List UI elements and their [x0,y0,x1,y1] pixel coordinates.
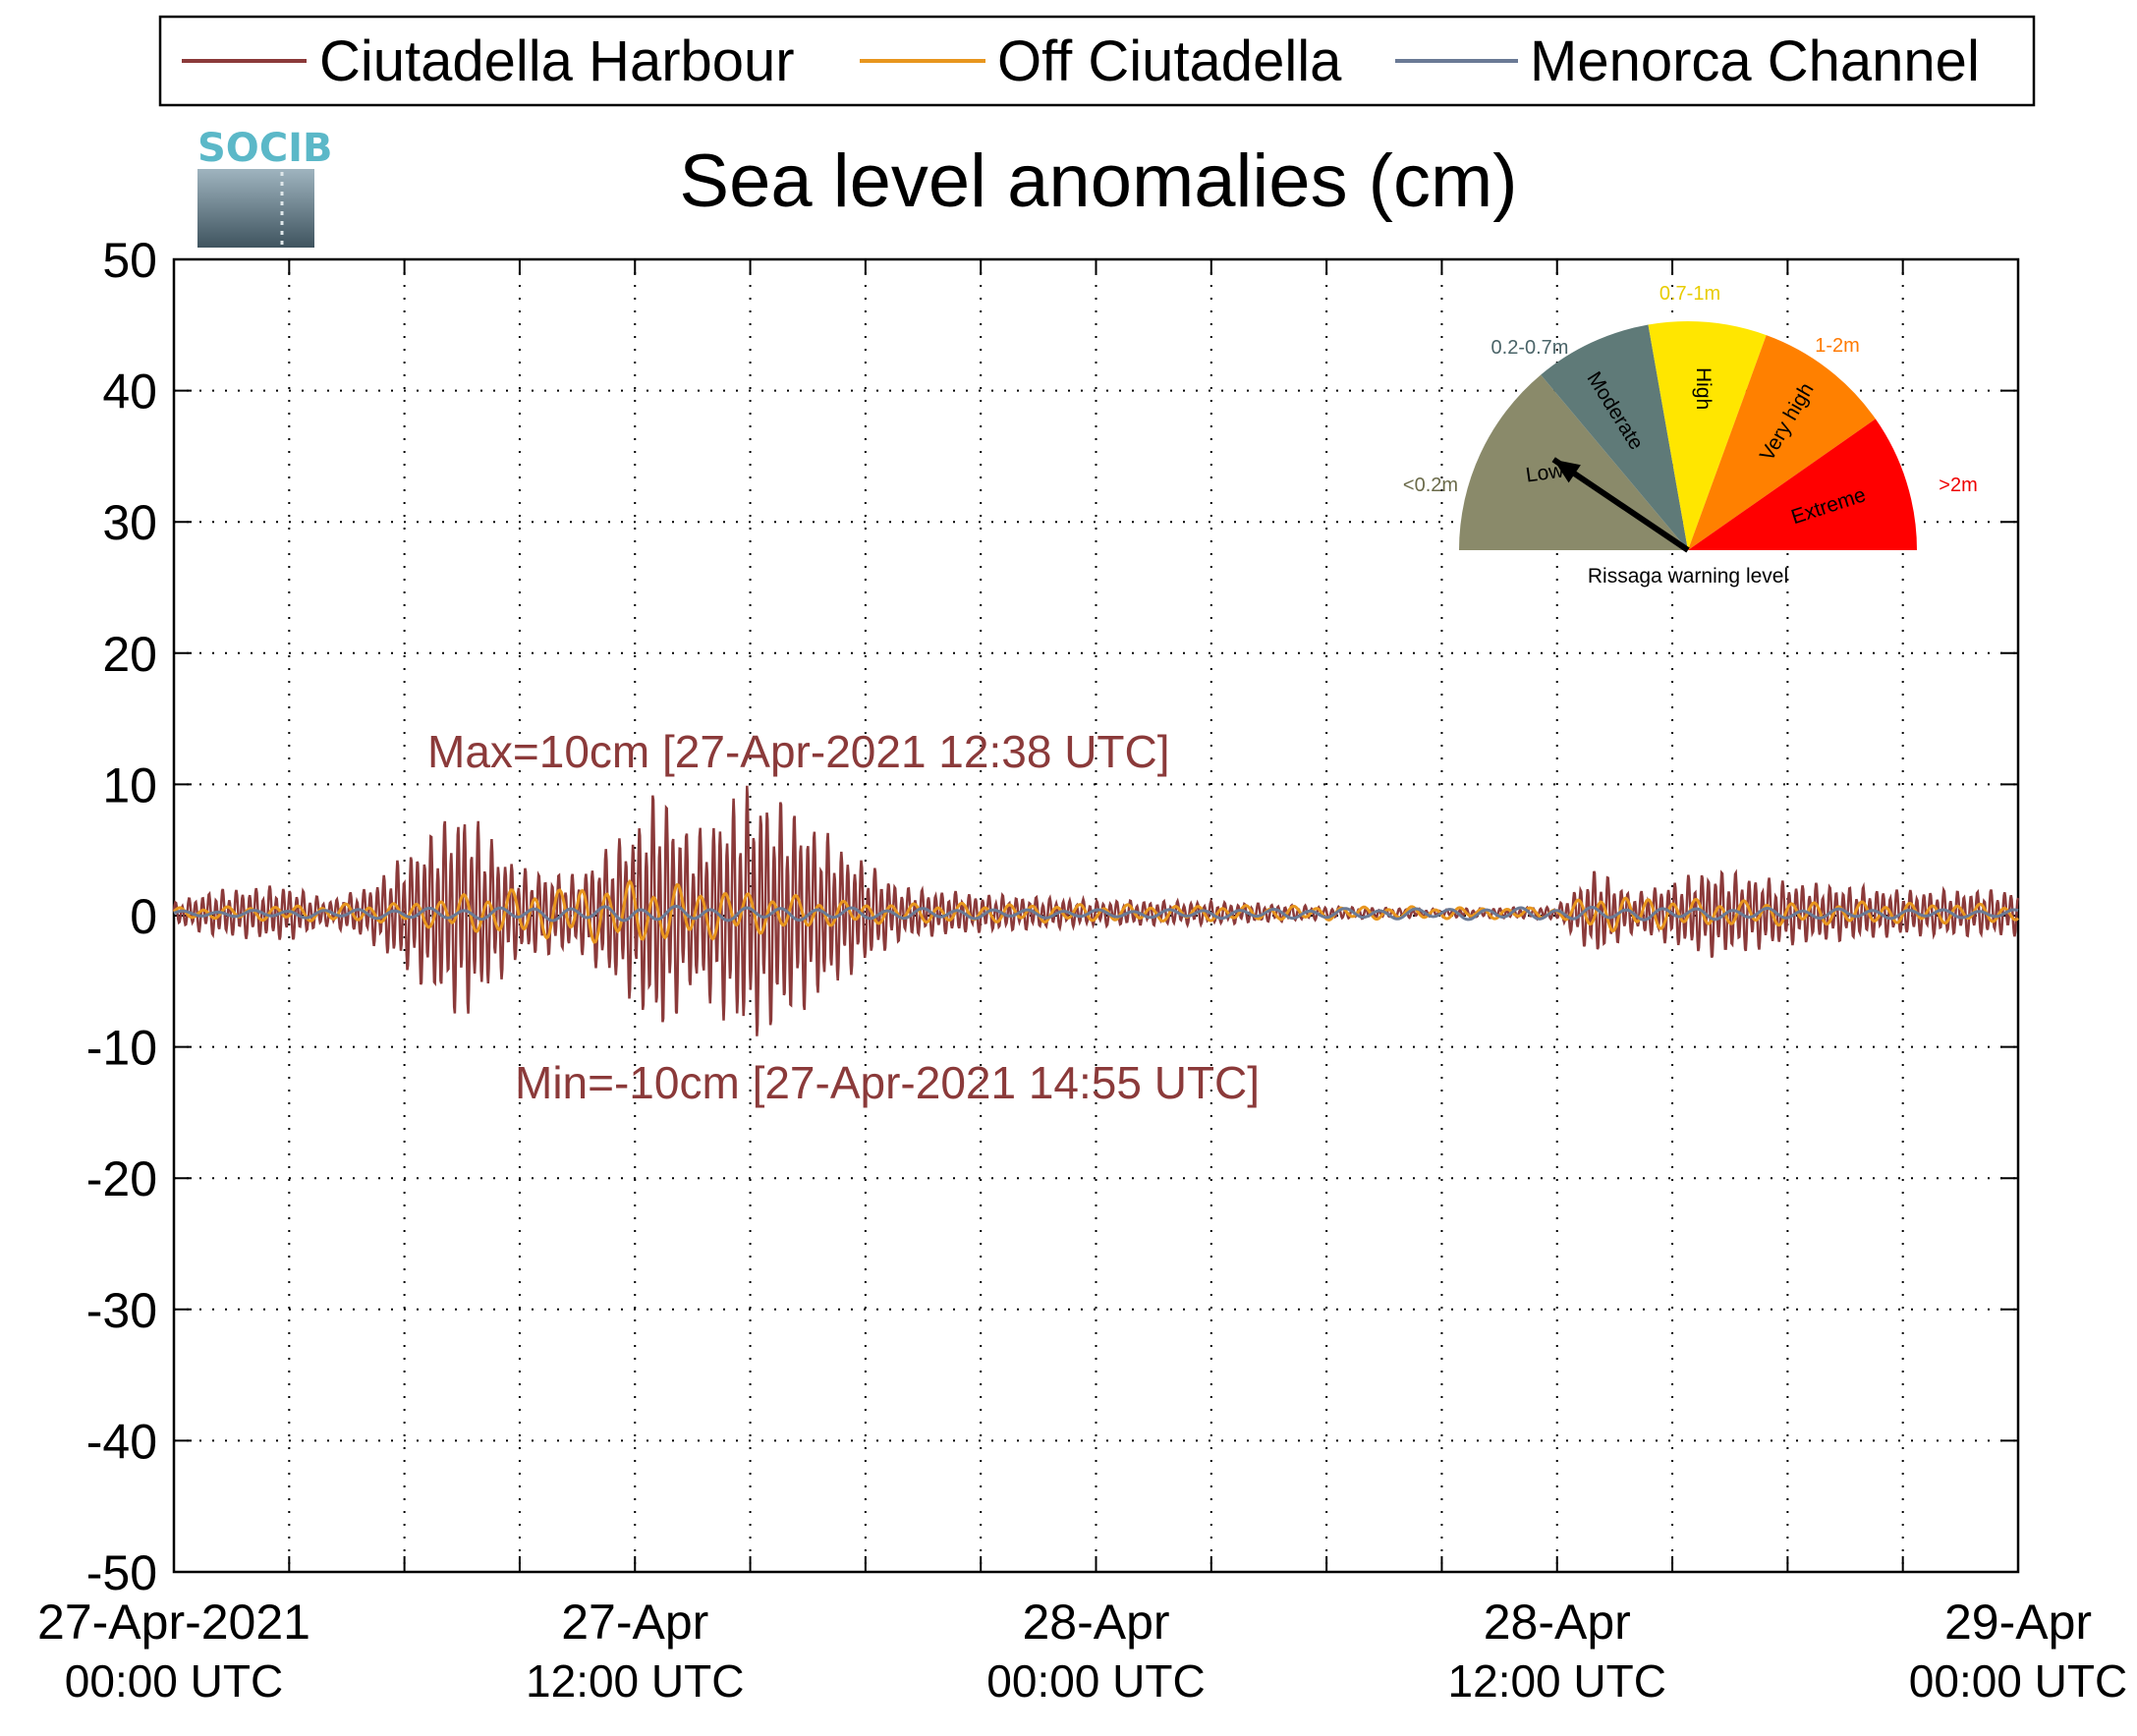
x-tick-label: 28-Apr [1022,1595,1169,1650]
y-tick-label: -40 [86,1414,157,1469]
gauge-sector-low [1459,374,1688,550]
x-tick-label: 28-Apr [1484,1595,1631,1650]
socib-logo-text: SOCIB [197,126,333,171]
x-tick-label: 27-Apr [561,1595,708,1650]
y-tick-label: 30 [102,495,157,550]
socib-logo: SOCIB [197,126,333,248]
gauge-caption: Rissaga warning level [1588,565,1788,588]
legend: Ciutadella Harbour Off Ciutadella Menorc… [158,15,2036,107]
y-tick-label: -30 [86,1283,157,1338]
legend-box [158,15,2036,107]
gauge-needle [1551,457,1690,553]
legend-label-ciutadella-harbour: Ciutadella Harbour [319,29,795,93]
y-tick-label: 50 [102,233,157,288]
gauge-range-moderate: 0.2-0.7m [1491,337,1569,359]
y-tick-label: -10 [86,1021,157,1076]
gauge-sector-moderate [1541,324,1688,550]
x-tick-label: 29-Apr [1944,1595,2092,1650]
gauge-range-extreme: >2m [1939,475,1977,496]
x-tick-sublabel: 12:00 UTC [1448,1655,1666,1707]
x-tick-sublabel: 00:00 UTC [986,1655,1205,1707]
legend-label-off-ciutadella: Off Ciutadella [997,29,1342,93]
gauge-range-low: <0.2m [1403,475,1458,496]
socib-logo-block [197,169,314,248]
x-tick-label: 27-Apr-2021 [37,1595,310,1650]
y-tick-label: 0 [130,889,157,944]
chart-title: Sea level anomalies (cm) [679,140,1517,223]
y-axis: 50 40 30 20 10 0 -10 -20 -30 -40 -50 [86,233,2018,1600]
x-tick-sublabel: 00:00 UTC [65,1655,283,1707]
x-tick-sublabel: 12:00 UTC [526,1655,744,1707]
x-tick-sublabel: 00:00 UTC [1909,1655,2127,1707]
y-tick-label: 10 [102,757,157,812]
legend-label-menorca-channel: Menorca Channel [1530,29,1980,93]
gauge-sector-very-high [1688,335,1876,550]
max-annotation: Max=10cm [27-Apr-2021 12:38 UTC] [427,726,1170,777]
gauge-sector-high [1648,320,1767,550]
y-tick-label: 40 [102,364,157,420]
y-tick-label: -20 [86,1151,157,1206]
gauge-sector-extreme [1688,419,1918,550]
y-tick-label: 20 [102,627,157,682]
gauge-range-high: 0.7-1m [1659,283,1720,305]
gauge-needle-head [1553,459,1581,483]
gauge-range-very-high: 1-2m [1815,335,1860,357]
series-lines [172,785,2020,1036]
y-tick-label: -50 [86,1545,157,1600]
min-annotation: Min=-10cm [27-Apr-2021 14:55 UTC] [515,1057,1260,1108]
series-line-ciutadella-harbour [172,785,2020,1036]
series-line-menorca-channel [173,904,2019,923]
gauge-label-high: High [1692,367,1715,410]
